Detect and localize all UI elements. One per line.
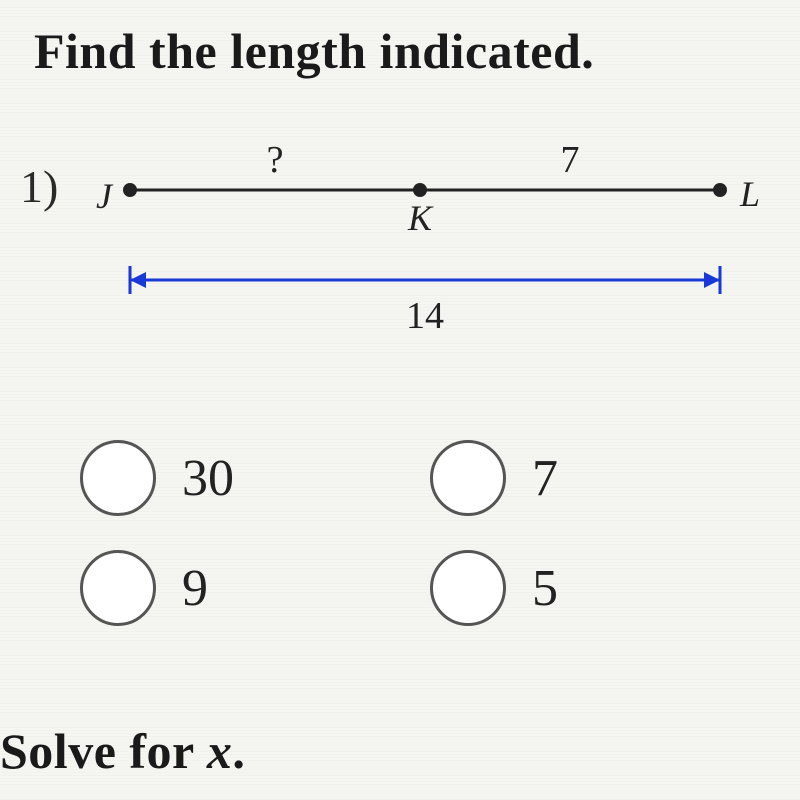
option-d[interactable]: 5 <box>430 550 558 626</box>
option-label: 5 <box>532 559 558 618</box>
option-label: 7 <box>532 449 558 508</box>
radio-icon <box>430 550 506 626</box>
question-number: 1) <box>20 160 58 213</box>
page-title: Find the length indicated. <box>34 22 594 80</box>
point-l <box>713 183 727 197</box>
label-j: J <box>96 176 114 216</box>
point-k <box>413 183 427 197</box>
radio-icon <box>80 550 156 626</box>
option-label: 30 <box>182 449 234 508</box>
radio-icon <box>80 440 156 516</box>
dimension-line <box>130 266 720 294</box>
label-l: L <box>739 174 760 214</box>
option-label: 9 <box>182 559 208 618</box>
label-k: K <box>407 198 434 238</box>
footer-var: x <box>207 723 233 779</box>
label-kl: 7 <box>561 139 580 181</box>
footer-pre: Solve for <box>0 723 207 779</box>
segment-diagram: J K L ? 7 14 <box>110 150 750 340</box>
next-section-title: Solve for x. <box>0 722 245 780</box>
point-j <box>123 183 137 197</box>
label-total: 14 <box>406 295 444 337</box>
option-b[interactable]: 7 <box>430 440 558 516</box>
footer-post: . <box>232 723 245 779</box>
option-c[interactable]: 9 <box>80 550 208 626</box>
radio-icon <box>430 440 506 516</box>
option-a[interactable]: 30 <box>80 440 234 516</box>
label-jk: ? <box>267 139 284 181</box>
